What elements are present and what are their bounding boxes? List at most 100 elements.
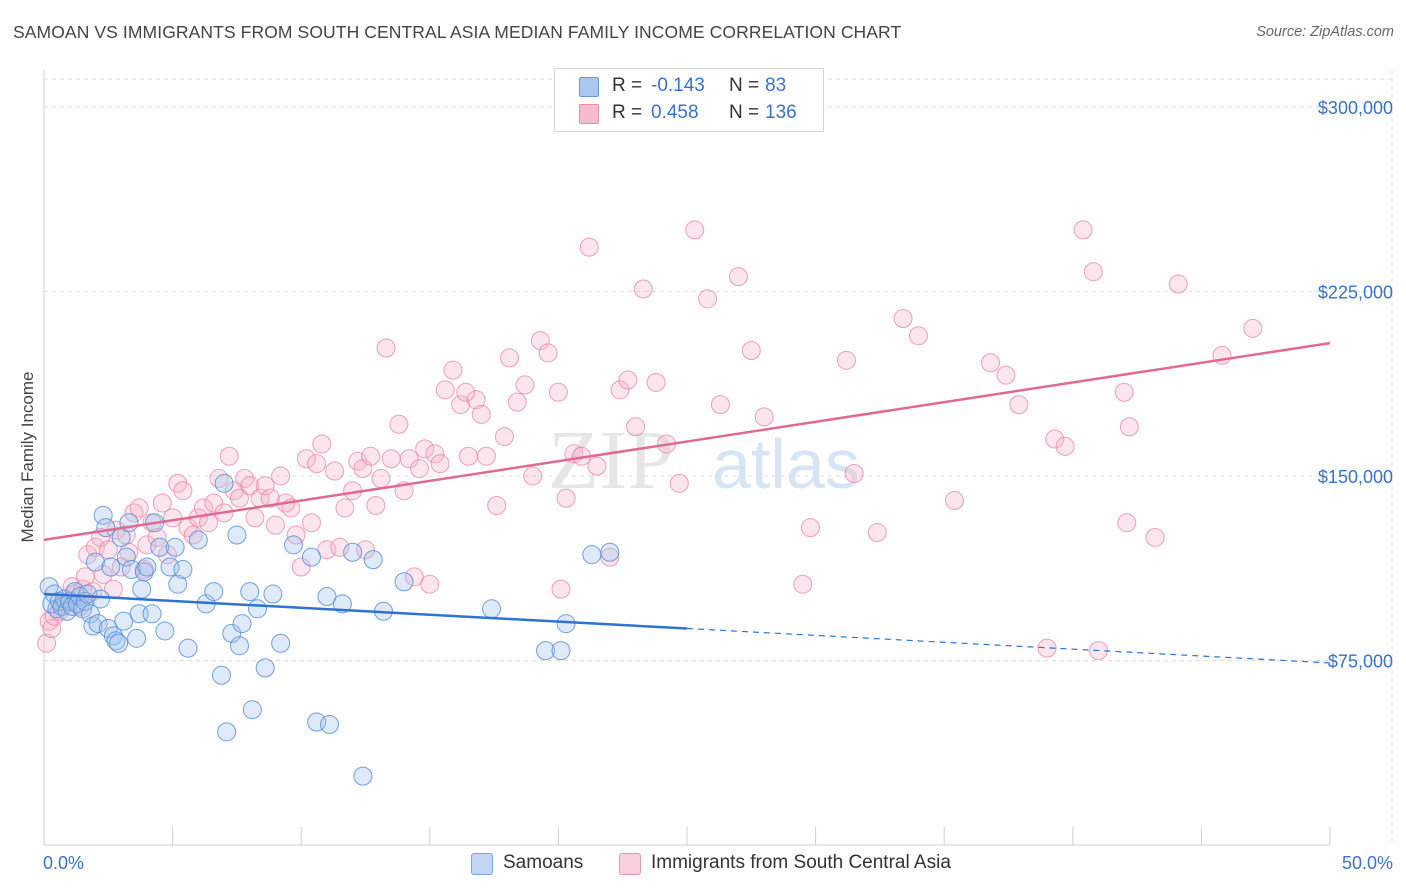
immigrants-point	[381, 449, 401, 469]
immigrants-point	[371, 468, 391, 488]
immigrants-point	[515, 375, 535, 395]
immigrants-point	[430, 454, 450, 474]
trend-lines	[43, 341, 1331, 664]
immigrants-swatch	[619, 853, 641, 875]
immigrants-point	[296, 449, 316, 469]
immigrants-point	[487, 495, 507, 515]
immigrants-point	[229, 488, 249, 508]
samoans-point	[353, 766, 373, 786]
samoans-point	[242, 700, 262, 720]
samoans-point	[332, 594, 352, 614]
immigrants-point	[415, 439, 435, 459]
samoans-point	[214, 473, 234, 493]
immigrants-point	[867, 523, 887, 543]
immigrants-point	[556, 488, 576, 508]
samoans-point	[93, 505, 113, 525]
immigrants-point	[312, 434, 332, 454]
samoans-point	[83, 616, 103, 636]
samoans-point	[551, 641, 571, 661]
immigrants-point	[451, 395, 471, 415]
samoans-point	[127, 628, 147, 648]
immigrants-point	[335, 498, 355, 518]
immigrants-point	[728, 267, 748, 287]
samoans-point	[155, 621, 175, 641]
immigrants-trend-line	[43, 341, 1331, 542]
immigrants-point	[93, 564, 113, 584]
immigrants-point	[42, 618, 62, 638]
samoans-point	[165, 537, 185, 557]
immigrants-point	[361, 446, 381, 466]
immigrants-point	[633, 279, 653, 299]
samoans-point	[319, 714, 339, 734]
samoans-point	[91, 589, 111, 609]
y-tick-label: $75,000	[1328, 651, 1393, 671]
axis-labels: $75,000 $150,000 $225,000 $300,000 0.0% 50.0%…	[18, 98, 1393, 873]
immigrants-point	[1145, 527, 1165, 547]
samoans-point	[217, 722, 237, 742]
stats-legend: R = -0.143 N = 83 R = 0.458 N = 136	[554, 68, 824, 132]
x-tick-label: 0.0%	[43, 853, 84, 873]
legend-r-label: R =	[612, 75, 643, 96]
samoans-trend-line	[43, 592, 688, 630]
immigrants-point	[944, 491, 964, 511]
immigrants-point	[389, 414, 409, 434]
immigrants-point	[37, 633, 57, 653]
immigrants-point	[908, 326, 928, 346]
samoans-point	[101, 557, 121, 577]
immigrants-point	[626, 417, 646, 437]
immigrants-point	[260, 488, 280, 508]
immigrants-point	[754, 407, 774, 427]
immigrants-point	[152, 493, 172, 513]
source-credit: Source: ZipAtlas.com	[1256, 24, 1394, 40]
immigrants-point	[476, 446, 496, 466]
immigrants-point	[579, 237, 599, 257]
immigrants-point	[353, 459, 373, 479]
immigrants-point	[420, 574, 440, 594]
immigrants-point	[291, 557, 311, 577]
samoans-point	[88, 614, 108, 634]
immigrants-point	[507, 392, 527, 412]
immigrants-point	[893, 308, 913, 328]
samoans-point	[204, 582, 224, 602]
samoans-point	[255, 658, 275, 678]
immigrants-point	[173, 481, 193, 501]
immigrants-point	[456, 382, 476, 402]
immigrants-point	[307, 454, 327, 474]
immigrants-point	[129, 498, 149, 518]
immigrants-point	[523, 466, 543, 486]
legend-swatch-immigrants	[579, 104, 599, 124]
immigrants-point	[618, 370, 638, 390]
samoans-point	[168, 574, 188, 594]
immigrants-point	[1045, 429, 1065, 449]
legend-n-value: 83	[765, 75, 787, 96]
immigrants-point	[587, 456, 607, 476]
immigrants-point	[551, 579, 571, 599]
immigrants-point	[500, 348, 520, 368]
samoans-point	[317, 587, 337, 607]
immigrants-point	[494, 427, 514, 447]
samoans-trend-extension	[686, 627, 1331, 664]
samoans-point	[343, 542, 363, 562]
immigrants-point	[1073, 220, 1093, 240]
immigrants-point	[255, 476, 275, 496]
samoans-point	[150, 537, 170, 557]
samoans-point	[211, 665, 231, 685]
samoans-point	[78, 584, 98, 604]
samoans-point	[188, 530, 208, 550]
immigrants-point	[466, 390, 486, 410]
samoans-point	[114, 611, 134, 631]
immigrants-point	[404, 567, 424, 587]
legend-r-value: -0.143	[651, 75, 705, 96]
samoans-point	[96, 518, 116, 538]
immigrants-point	[646, 372, 666, 392]
immigrants-point	[1168, 274, 1188, 294]
immigrants-point	[399, 449, 419, 469]
immigrants-point	[78, 545, 98, 565]
legend-r-value: 0.458	[651, 102, 699, 123]
y-tick-label: $225,000	[1318, 282, 1393, 302]
samoans-label: Samoans	[503, 852, 584, 873]
x-tick-label: 50.0%	[1342, 853, 1393, 873]
samoans-point	[240, 582, 260, 602]
samoans-point	[142, 604, 162, 624]
immigrants-label: Immigrants from South Central Asia	[651, 852, 951, 873]
